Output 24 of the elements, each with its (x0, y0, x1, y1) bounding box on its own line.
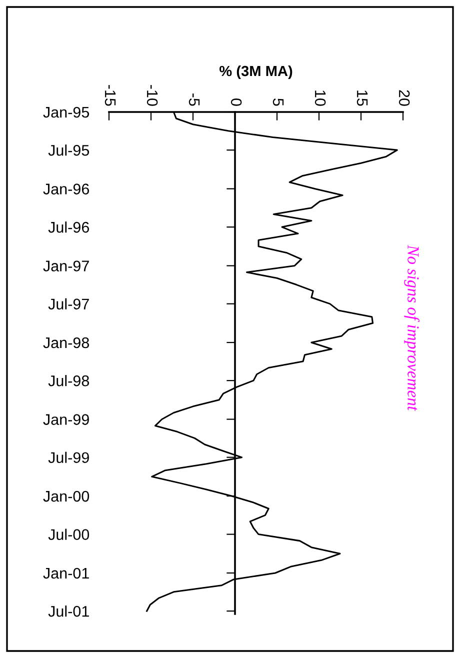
y-tick-label: Jul-97 (48, 298, 89, 310)
x-tick-label: -15 (104, 85, 116, 106)
y-tick-label: Jul-01 (48, 606, 89, 617)
y-tick-label: Jul-99 (48, 452, 89, 464)
x-axis-title: % (3M MA) (220, 65, 292, 80)
x-tick-label: 20 (398, 90, 410, 106)
y-tick-label: Jul-96 (48, 222, 89, 233)
y-tick-label: Jan-96 (43, 184, 89, 194)
y-tick-label: Jan-95 (43, 106, 90, 118)
y-tick-label: Jan-00 (43, 490, 90, 502)
x-tick-label: 15 (356, 90, 368, 106)
x-tick-label: -5 (188, 94, 200, 106)
x-tick-label: 5 (272, 98, 284, 106)
y-tick-label: Jan-97 (43, 260, 89, 272)
y-tick-label: Jul-95 (48, 144, 90, 156)
y-tick-label: Jan-98 (43, 337, 90, 348)
y-tick-label: Jul-98 (48, 375, 90, 386)
y-tick-label: Jul-00 (48, 528, 90, 540)
y-tick-label: Jan-99 (43, 414, 89, 425)
x-tick-label: 10 (314, 90, 326, 106)
x-tick-label: -10 (146, 85, 158, 106)
text: No signs of improvement (404, 244, 420, 411)
x-tick-label: 0 (230, 98, 242, 106)
y-tick-label: Jan-01 (43, 568, 89, 579)
